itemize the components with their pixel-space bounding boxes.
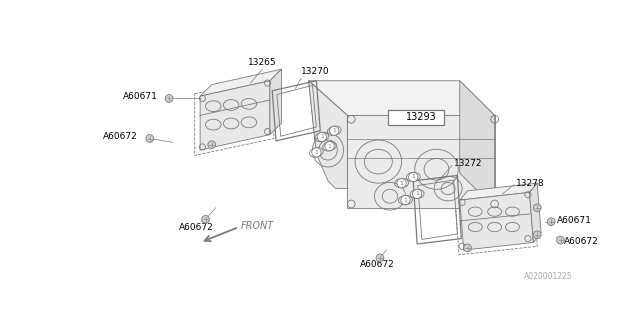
Text: 1: 1 xyxy=(394,115,397,120)
Circle shape xyxy=(325,141,334,151)
Polygon shape xyxy=(308,81,495,116)
Polygon shape xyxy=(308,81,348,188)
Text: 13270: 13270 xyxy=(301,67,330,76)
Text: FRONT: FRONT xyxy=(241,221,274,231)
Text: 1: 1 xyxy=(332,128,336,133)
Text: A60672: A60672 xyxy=(360,260,395,269)
Text: A60671: A60671 xyxy=(123,92,157,101)
Text: 1: 1 xyxy=(320,134,324,140)
Circle shape xyxy=(202,215,209,223)
Circle shape xyxy=(557,236,564,244)
Text: 13272: 13272 xyxy=(454,159,482,168)
Polygon shape xyxy=(460,192,533,250)
Polygon shape xyxy=(529,183,541,243)
Text: A60671: A60671 xyxy=(557,216,591,225)
Circle shape xyxy=(376,254,384,262)
Text: 1: 1 xyxy=(314,150,318,155)
Text: 1: 1 xyxy=(400,181,404,186)
Text: 1: 1 xyxy=(328,144,332,149)
Text: A60672: A60672 xyxy=(179,223,214,232)
Circle shape xyxy=(533,231,541,239)
Circle shape xyxy=(165,95,173,102)
Polygon shape xyxy=(460,81,495,208)
Circle shape xyxy=(397,179,406,188)
Circle shape xyxy=(146,135,154,142)
Text: A60672: A60672 xyxy=(564,237,599,246)
Circle shape xyxy=(317,132,326,141)
Polygon shape xyxy=(308,81,355,188)
Text: 13278: 13278 xyxy=(516,179,544,188)
Circle shape xyxy=(208,141,216,148)
Circle shape xyxy=(408,172,418,182)
Circle shape xyxy=(412,189,422,198)
Text: A60672: A60672 xyxy=(104,132,138,141)
Text: 13293: 13293 xyxy=(406,112,436,122)
Circle shape xyxy=(533,204,541,212)
Text: 13265: 13265 xyxy=(248,58,276,67)
Polygon shape xyxy=(200,81,270,150)
Circle shape xyxy=(401,196,410,205)
Polygon shape xyxy=(460,183,537,200)
Text: A020001225: A020001225 xyxy=(524,272,572,281)
Circle shape xyxy=(390,112,401,123)
Text: 1: 1 xyxy=(412,174,415,180)
Circle shape xyxy=(330,126,339,135)
Circle shape xyxy=(312,148,321,157)
Polygon shape xyxy=(348,116,495,208)
Text: 1: 1 xyxy=(404,197,408,203)
Circle shape xyxy=(547,218,555,226)
Circle shape xyxy=(463,244,472,252)
Bar xyxy=(388,110,444,124)
Polygon shape xyxy=(200,69,282,96)
Text: 1: 1 xyxy=(415,191,419,196)
Polygon shape xyxy=(270,69,282,135)
